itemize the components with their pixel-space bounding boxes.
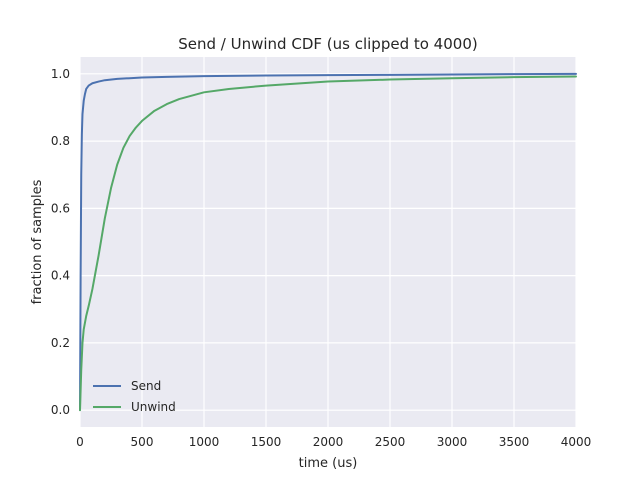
x-tick-label: 4000 <box>561 435 592 449</box>
grid-lines <box>79 57 577 427</box>
series-layer <box>79 72 577 412</box>
x-tick-label: 0 <box>76 435 84 449</box>
x-tick-label: 3500 <box>499 435 530 449</box>
y-tick-label: 0.8 <box>51 134 70 148</box>
legend-label-send: Send <box>131 379 161 393</box>
y-tick-label: 1.0 <box>51 67 70 81</box>
x-tick-label: 2500 <box>375 435 406 449</box>
y-tick-labels: 0.0 0.2 0.4 0.6 0.8 1.0 <box>51 67 70 417</box>
x-axis-label: time (us) <box>299 456 358 471</box>
legend: Send Unwind <box>93 379 176 414</box>
x-tick-label: 500 <box>131 435 154 449</box>
y-tick-label: 0.4 <box>51 269 70 283</box>
x-tick-label: 1500 <box>251 435 282 449</box>
series-line-unwind <box>79 75 577 412</box>
series-line-send <box>79 72 577 412</box>
x-tick-labels: 0 500 1000 1500 2000 2500 3000 3500 4000 <box>76 435 591 449</box>
chart-title: Send / Unwind CDF (us clipped to 4000) <box>178 35 477 53</box>
y-tick-label: 0.2 <box>51 336 70 350</box>
x-tick-label: 3000 <box>437 435 468 449</box>
y-tick-label: 0.0 <box>51 403 70 417</box>
x-tick-label: 1000 <box>189 435 220 449</box>
y-tick-label: 0.6 <box>51 201 70 215</box>
y-axis-label: fraction of samples <box>30 179 45 304</box>
x-tick-label: 2000 <box>313 435 344 449</box>
legend-label-unwind: Unwind <box>131 400 176 414</box>
